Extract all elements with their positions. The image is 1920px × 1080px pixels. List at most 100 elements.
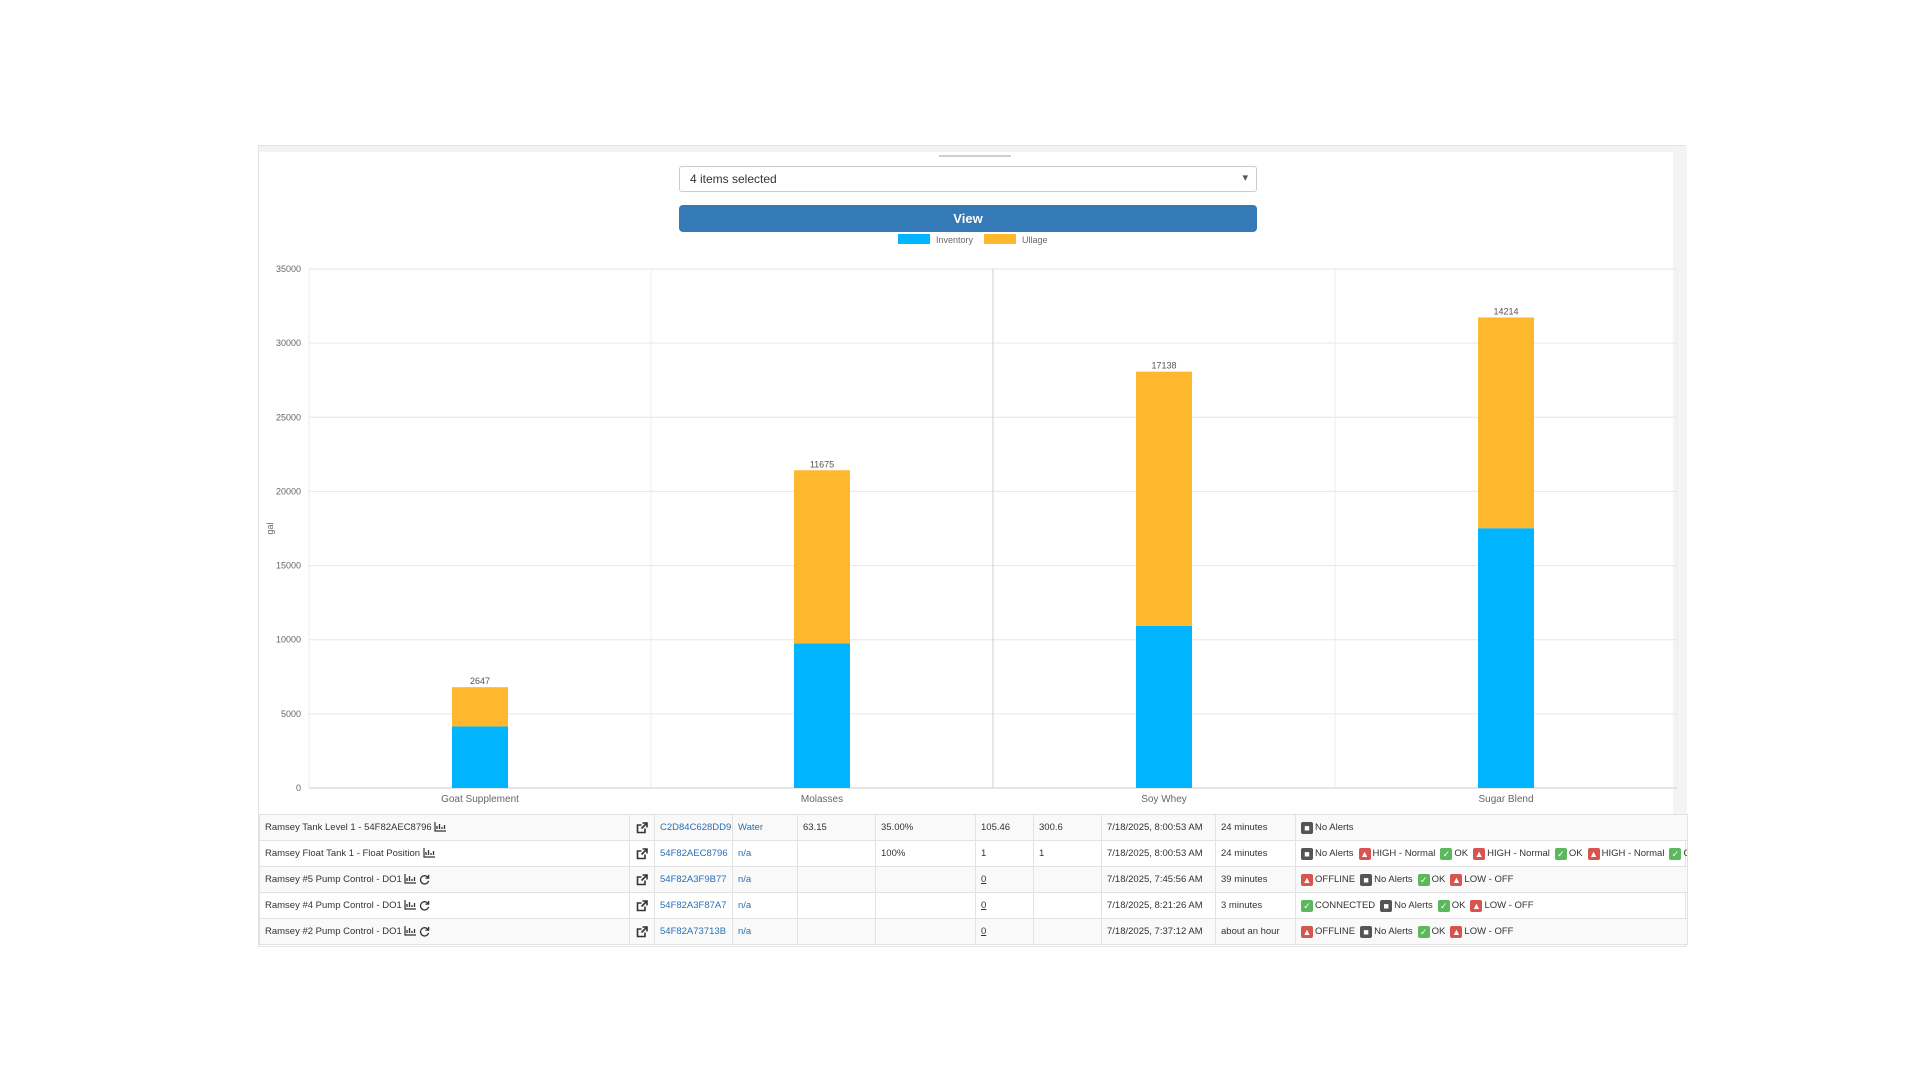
product-link[interactable]: n/a [738,848,752,859]
chart-icon[interactable] [404,900,417,911]
product-cell: n/a [732,840,798,867]
level-cell: 63.15 [797,814,876,841]
legend-label-ullage[interactable]: Ullage [1022,235,1048,245]
panel-drag-handle[interactable] [939,155,1011,157]
open-cell [629,892,655,919]
device-id-cell: 54F82A73713B [654,918,733,945]
view-button[interactable]: View [679,205,1257,232]
timestamp-cell: 7/18/2025, 7:45:56 AM [1101,866,1216,893]
percent-cell [875,892,976,919]
chart-icon[interactable] [423,848,435,859]
age-cell: 39 minutes [1215,866,1296,893]
max-cell: 1 [1033,840,1102,867]
chevron-down-icon: ▾ [1242,172,1248,184]
table-row[interactable]: Ramsey #4 Pump Control - DO1 54F82A3F87A… [259,892,1688,919]
device-id-link[interactable]: 54F82A3F87A7 [660,900,727,911]
bar-ullage[interactable] [1136,371,1192,626]
device-name: Ramsey #5 Pump Control - DO1 [265,874,402,885]
level-cell [797,840,876,867]
check-icon: ✓ [1437,899,1450,912]
device-id-link[interactable]: 54F82AEC8796 [660,848,728,859]
timestamp-cell: 7/18/2025, 8:21:26 AM [1101,892,1216,919]
product-link[interactable]: n/a [738,926,752,937]
warning-icon: ▲ [1470,899,1483,912]
data-label: 11675 [810,459,834,469]
product-link[interactable]: n/a [738,874,752,885]
table-row[interactable]: Ramsey #2 Pump Control - DO1 54F82A73713… [259,918,1688,945]
data-label: 14214 [1493,306,1518,316]
alert-label: HIGH - Normal [1601,848,1665,859]
bar-inventory[interactable] [1478,528,1534,788]
external-link-icon[interactable] [636,925,648,937]
check-icon: ✓ [1301,899,1313,912]
table-row[interactable]: Ramsey Float Tank 1 - Float Position 54F… [259,840,1688,867]
value-cell: 0 [975,918,1034,945]
max-cell: 300.6 [1033,814,1102,841]
alert-label: No Alerts [1394,900,1433,911]
alerts-cell: ■ No Alerts [1295,814,1688,841]
table-row[interactable]: Ramsey #5 Pump Control - DO1 54F82A3F9B7… [259,866,1688,893]
product-link[interactable]: Water [738,822,763,833]
percent-cell [875,866,976,893]
age-cell: 24 minutes [1215,814,1296,841]
bar-inventory[interactable] [794,643,850,788]
percent-cell: 100% [875,840,976,867]
timestamp-cell: 7/18/2025, 8:00:53 AM [1101,814,1216,841]
external-link-icon[interactable] [636,821,648,833]
alerts-cell: ■ No Alerts ▲ HIGH - Normal ✓ OK ▲ HIGH - Norma… [1295,840,1688,867]
external-link-icon[interactable] [636,847,648,859]
y-tick-label: 5000 [281,709,301,719]
warning-icon: ▲ [1301,925,1313,938]
chart-icon[interactable] [404,874,417,885]
y-tick-label: 25000 [276,412,301,422]
value[interactable]: 0 [981,874,987,885]
chart-icon[interactable] [434,822,447,833]
chart-icon[interactable] [404,926,417,937]
device-name-cell: Ramsey Float Tank 1 - Float Position [259,840,630,867]
value: 105.46 [981,822,1011,833]
bar-ullage[interactable] [452,687,508,727]
bar-ullage[interactable] [1478,317,1534,529]
value[interactable]: 0 [981,900,987,911]
alert-label: OK [1451,900,1466,911]
y-tick-label: 10000 [276,635,301,645]
percent-cell [875,918,976,945]
age-cell: about an hour [1215,918,1296,945]
value-cell: 0 [975,866,1034,893]
check-icon: ✓ [1417,925,1430,938]
info-icon: ■ [1360,925,1373,938]
max-cell [1033,918,1102,945]
legend-label-inventory[interactable]: Inventory [936,235,974,245]
device-name: Ramsey Float Tank 1 - Float Position [265,848,421,859]
legend-swatch-ullage[interactable] [984,234,1016,244]
device-id-link[interactable]: 54F82A3F9B77 [660,874,727,885]
legend-swatch-inventory[interactable] [898,234,930,244]
age-cell: 24 minutes [1215,840,1296,867]
product-link[interactable]: n/a [738,900,752,911]
value[interactable]: 0 [981,926,987,937]
value-cell: 1 [975,840,1034,867]
external-link-icon[interactable] [636,899,648,911]
device-id-link[interactable]: 54F82A73713B [660,926,727,937]
table-row[interactable]: Ramsey Tank Level 1 - 54F82AEC8796 C2D84… [259,814,1688,841]
alert-label: CONNECTED [1315,900,1376,911]
y-tick-label: 30000 [276,338,301,348]
timestamp-cell: 7/18/2025, 8:00:53 AM [1101,840,1216,867]
data-label: 2647 [470,676,490,686]
device-name-cell: Ramsey #4 Pump Control - DO1 [259,892,630,919]
bar-inventory[interactable] [452,726,508,788]
device-id-link[interactable]: C2D84C628DD9 [660,822,732,833]
refresh-icon[interactable] [419,874,430,885]
bar-inventory[interactable] [1136,625,1192,788]
external-link-icon[interactable] [636,873,648,885]
open-cell [629,918,655,945]
open-cell [629,840,655,867]
warning-icon: ▲ [1473,847,1486,860]
device-table: Ramsey Tank Level 1 - 54F82AEC8796 C2D84… [259,814,1688,945]
bar-ullage[interactable] [794,470,850,644]
level-cell [797,892,876,919]
chart-section: 4 items selected ▾ View 0 5000 10000 15000 2… [259,146,1687,814]
refresh-icon[interactable] [419,926,430,937]
item-filter-select[interactable]: 4 items selected ▾ [679,166,1257,192]
refresh-icon[interactable] [419,900,430,911]
